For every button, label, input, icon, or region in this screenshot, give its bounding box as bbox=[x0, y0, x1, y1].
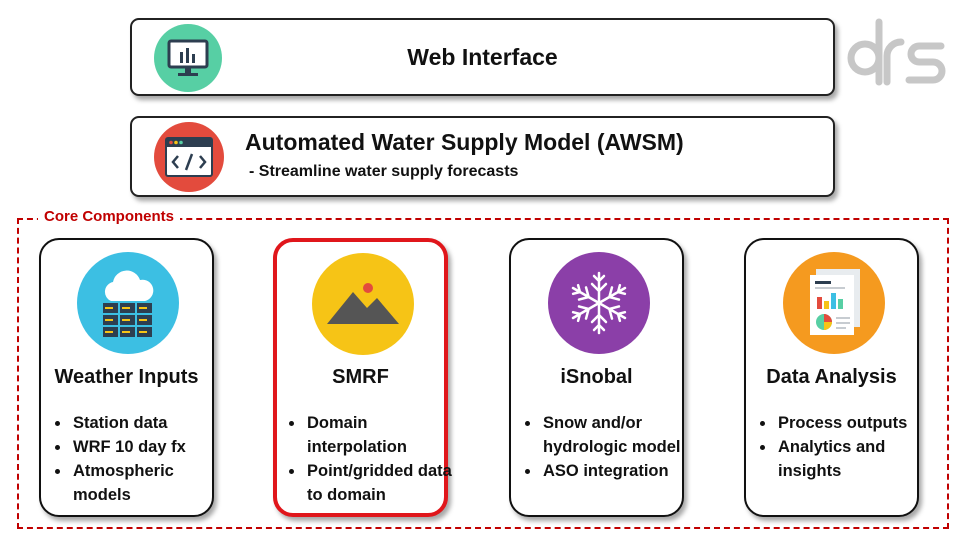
bullet-item: Point/gridded data to domain bbox=[305, 459, 457, 507]
bullet-item: Process outputs bbox=[776, 411, 928, 435]
web-interface-title: Web Interface bbox=[407, 44, 558, 70]
card-data-analysis: Data Analysis Process outputs Analytics … bbox=[744, 238, 919, 517]
awsm-title: Automated Water Supply Model (AWSM) bbox=[245, 129, 684, 155]
web-interface-box: Web Interface bbox=[130, 18, 835, 96]
bullet-item: Domain interpolation bbox=[305, 411, 457, 459]
snowflake-icon bbox=[548, 252, 650, 354]
awsm-box: Automated Water Supply Model (AWSM) - St… bbox=[130, 116, 835, 197]
cloud-server-icon bbox=[77, 252, 179, 354]
core-components-frame bbox=[17, 218, 949, 529]
bullet-item: WRF 10 day fx bbox=[71, 435, 223, 459]
card-title: iSnobal bbox=[560, 366, 633, 388]
bullet-item: Atmospheric models bbox=[71, 459, 223, 507]
bullet-list: Snow and/or hydrologic model ASO integra… bbox=[525, 411, 693, 483]
bullet-list: Process outputs Analytics and insights bbox=[760, 411, 928, 483]
bullet-item: ASO integration bbox=[541, 459, 693, 483]
mountain-sun-icon bbox=[312, 253, 414, 355]
core-components-label: Core Components bbox=[38, 208, 181, 225]
bullet-list: Station data WRF 10 day fx Atmospheric m… bbox=[55, 411, 223, 507]
code-window-icon bbox=[154, 122, 224, 192]
card-weather-inputs: Weather Inputs Station data WRF 10 day f… bbox=[39, 238, 214, 517]
bullet-list: Domain interpolation Point/gridded data … bbox=[289, 411, 457, 507]
bullet-item: Analytics and insights bbox=[776, 435, 928, 483]
card-title: Data Analysis bbox=[766, 366, 897, 388]
awsm-subtitle: - Streamline water supply forecasts bbox=[249, 163, 519, 180]
card-isnobal: iSnobal Snow and/or hydrologic model ASO… bbox=[509, 238, 684, 517]
bullet-item: Station data bbox=[71, 411, 223, 435]
monitor-chart-icon bbox=[154, 24, 222, 92]
card-title: Weather Inputs bbox=[54, 366, 199, 388]
bullet-item: Snow and/or hydrologic model bbox=[541, 411, 693, 459]
report-chart-icon bbox=[783, 252, 885, 354]
card-title: SMRF bbox=[332, 366, 389, 388]
ars-logo bbox=[847, 18, 946, 86]
card-smrf: SMRF Domain interpolation Point/gridded … bbox=[273, 238, 452, 517]
